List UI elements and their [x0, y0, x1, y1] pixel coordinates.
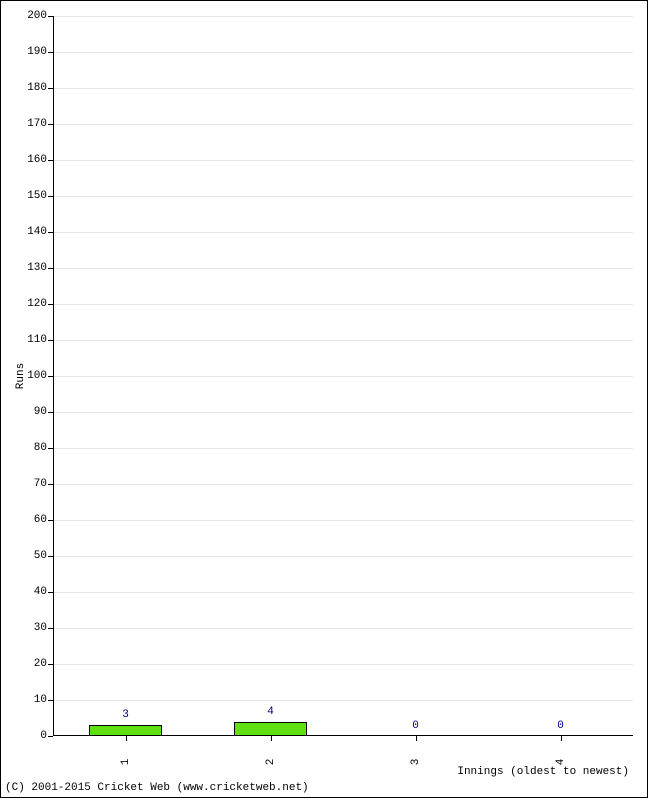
gridline — [53, 376, 633, 377]
gridline — [53, 52, 633, 53]
copyright-text: (C) 2001-2015 Cricket Web (www.cricketwe… — [5, 782, 309, 794]
x-tick-label: 1 — [120, 759, 132, 766]
bar-value-label: 0 — [412, 720, 419, 732]
gridline — [53, 268, 633, 269]
y-tick-label: 0 — [40, 730, 47, 742]
x-tick-mark — [561, 736, 562, 741]
gridline — [53, 16, 633, 17]
gridline — [53, 340, 633, 341]
gridline — [53, 304, 633, 305]
gridline — [53, 196, 633, 197]
y-tick-label: 140 — [27, 226, 47, 238]
x-tick-mark — [271, 736, 272, 741]
y-tick-label: 170 — [27, 118, 47, 130]
x-tick-mark — [126, 736, 127, 741]
gridline — [53, 412, 633, 413]
bar-value-label: 0 — [557, 720, 564, 732]
y-axis — [53, 16, 54, 736]
y-tick-label: 130 — [27, 262, 47, 274]
x-tick-label: 2 — [265, 759, 277, 766]
gridline — [53, 160, 633, 161]
y-tick-mark — [48, 736, 53, 737]
x-tick-mark — [416, 736, 417, 741]
y-tick-label: 200 — [27, 10, 47, 22]
x-tick-label: 4 — [555, 759, 567, 766]
y-tick-label: 80 — [34, 442, 47, 454]
y-tick-label: 60 — [34, 514, 47, 526]
y-tick-label: 70 — [34, 478, 47, 490]
y-tick-label: 160 — [27, 154, 47, 166]
y-tick-label: 120 — [27, 298, 47, 310]
gridline — [53, 232, 633, 233]
gridline — [53, 88, 633, 89]
gridline — [53, 556, 633, 557]
bar — [234, 722, 307, 736]
y-tick-label: 90 — [34, 406, 47, 418]
y-tick-label: 150 — [27, 190, 47, 202]
y-tick-label: 10 — [34, 694, 47, 706]
bar-value-label: 3 — [122, 709, 129, 721]
y-tick-label: 100 — [27, 370, 47, 382]
gridline — [53, 628, 633, 629]
chart-frame: 0102030405060708090100110120130140150160… — [0, 0, 648, 798]
gridline — [53, 448, 633, 449]
y-axis-label: Runs — [15, 363, 27, 389]
gridline — [53, 592, 633, 593]
y-tick-label: 110 — [27, 334, 47, 346]
x-tick-label: 3 — [410, 759, 422, 766]
x-axis-label: Innings (oldest to newest) — [457, 766, 629, 778]
y-tick-label: 20 — [34, 658, 47, 670]
bar-value-label: 4 — [267, 706, 274, 718]
gridline — [53, 124, 633, 125]
y-tick-label: 30 — [34, 622, 47, 634]
gridline — [53, 700, 633, 701]
y-tick-label: 180 — [27, 82, 47, 94]
x-axis — [53, 735, 633, 736]
y-tick-label: 190 — [27, 46, 47, 58]
gridline — [53, 520, 633, 521]
gridline — [53, 664, 633, 665]
y-tick-label: 40 — [34, 586, 47, 598]
plot-area: 0102030405060708090100110120130140150160… — [53, 16, 633, 736]
gridline — [53, 484, 633, 485]
y-tick-label: 50 — [34, 550, 47, 562]
